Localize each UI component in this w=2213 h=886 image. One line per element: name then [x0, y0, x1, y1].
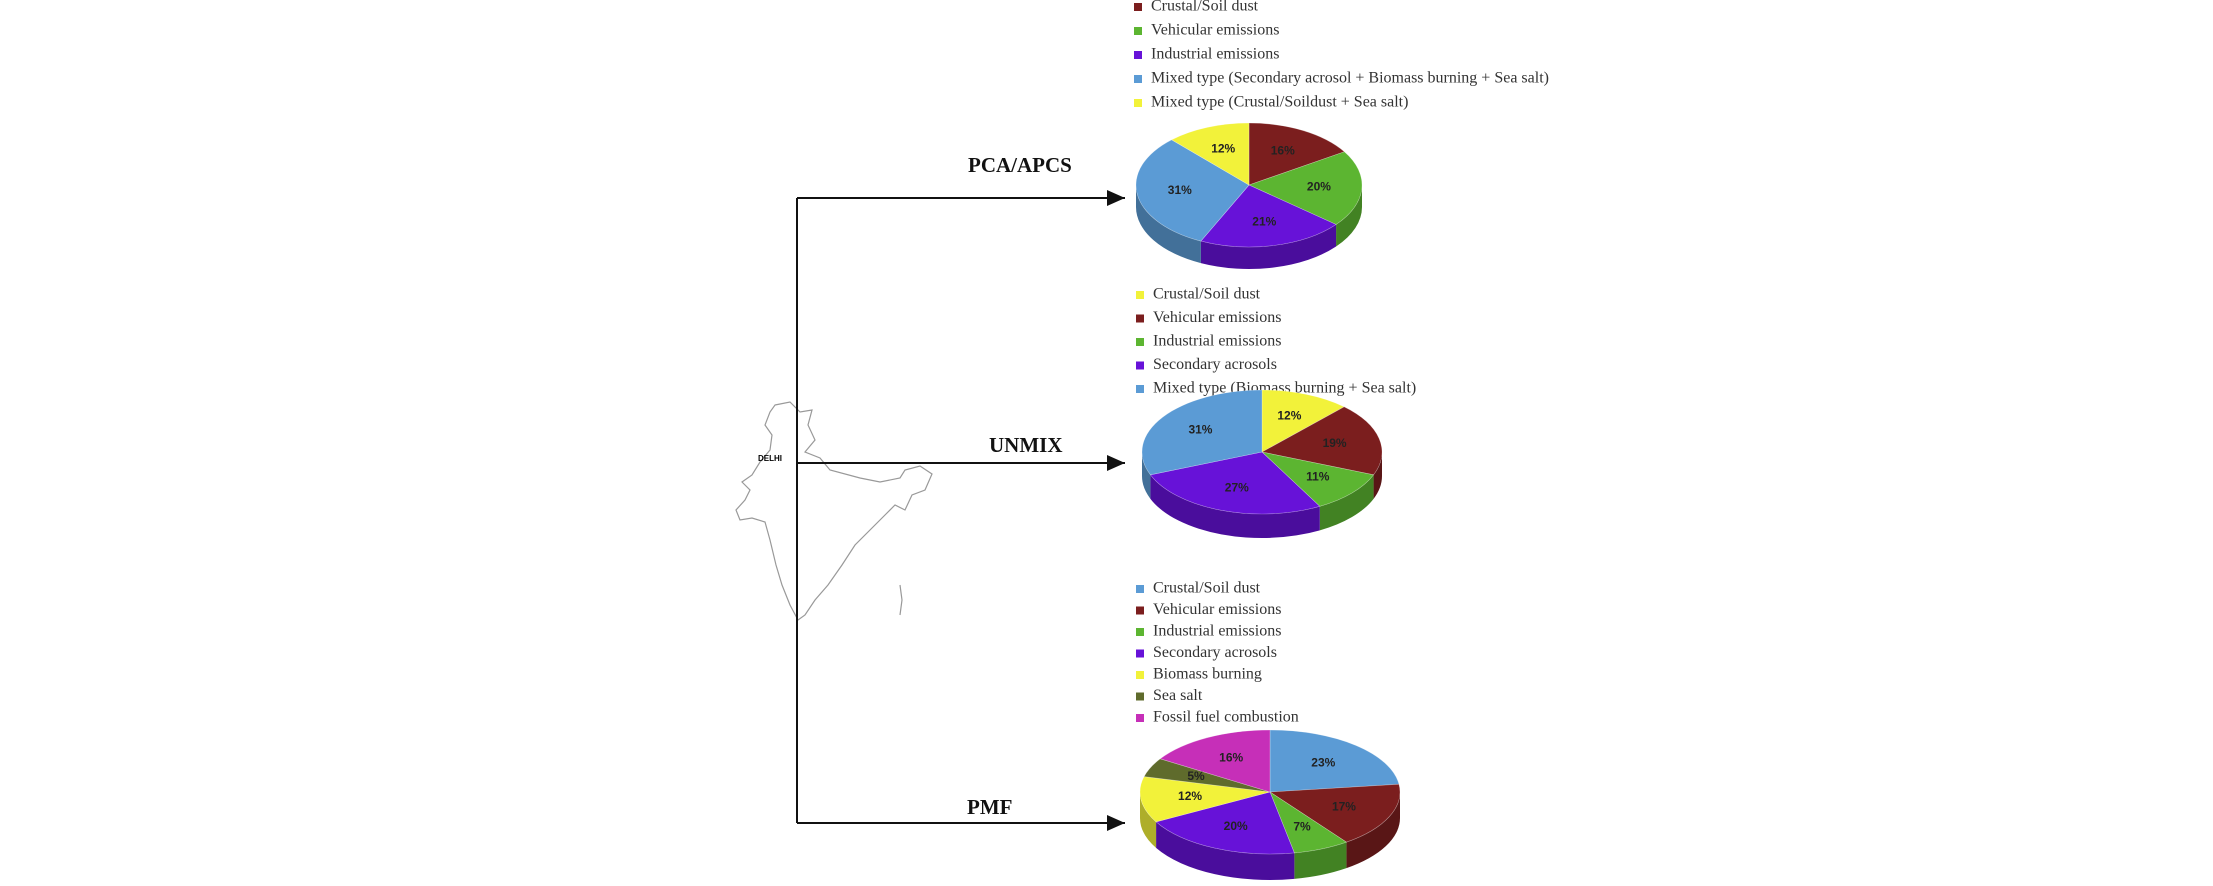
slice — [1261, 406, 1383, 476]
slice-label: 12% — [1211, 141, 1235, 155]
slice — [1149, 451, 1321, 515]
legend-label: Crustal/Soil dust — [1153, 580, 1261, 597]
legend-swatch — [1134, 27, 1142, 35]
legend-swatch — [1136, 361, 1144, 370]
slice-side — [1140, 792, 1157, 848]
legend-swatch — [1134, 51, 1142, 59]
slice — [1139, 776, 1271, 823]
india-map — [735, 401, 933, 621]
slice-label: 12% — [1178, 789, 1202, 803]
slice-label: 27% — [1225, 480, 1249, 494]
legend-label: Industrial emissions — [1151, 46, 1279, 63]
slice-label: 16% — [1271, 143, 1295, 157]
slice-side — [1294, 842, 1347, 879]
map-label: DELHI — [758, 454, 782, 463]
legend-label: Vehicular emissions — [1153, 309, 1281, 326]
legend-label: Sea salt — [1153, 687, 1203, 704]
legend-label: Secondary acrosols — [1153, 644, 1277, 661]
legend-label: Crustal/Soil dust — [1153, 286, 1261, 303]
slice — [1141, 389, 1263, 476]
slice-label: 17% — [1332, 799, 1356, 813]
slice — [1143, 758, 1271, 793]
slice-label: 23% — [1311, 755, 1335, 769]
legend-label: Mixed type (Secondary acrosol + Biomass … — [1151, 70, 1549, 87]
legend-label: Secondary acrosols — [1153, 356, 1277, 373]
legend-swatch — [1136, 338, 1144, 346]
legend-swatch — [1136, 649, 1144, 658]
slice-side — [1346, 792, 1400, 869]
legend-swatch — [1136, 314, 1144, 323]
legend-swatch — [1136, 714, 1144, 722]
slice-label: 19% — [1323, 436, 1347, 450]
legend-swatch — [1134, 99, 1142, 107]
slice-side — [1156, 821, 1295, 880]
slice-label: 21% — [1252, 215, 1276, 229]
slice-side — [1142, 452, 1151, 499]
slice-label: 31% — [1168, 183, 1192, 197]
legend-label: Industrial emissions — [1153, 623, 1281, 640]
pie-title: PMF — [967, 795, 1012, 819]
slice — [1269, 729, 1400, 793]
slice — [1261, 389, 1345, 453]
slice-label: 16% — [1219, 750, 1243, 764]
legend-swatch — [1136, 585, 1144, 593]
slice-label: 11% — [1306, 470, 1330, 484]
slice-side — [1136, 185, 1201, 264]
pie-title: UNMIX — [989, 433, 1063, 457]
slice — [1269, 791, 1348, 854]
slice-label: 31% — [1188, 423, 1212, 437]
legend-swatch — [1134, 3, 1142, 11]
slice-label: 20% — [1307, 180, 1331, 194]
slice — [1155, 791, 1295, 855]
legend-swatch — [1136, 628, 1144, 636]
slice — [1159, 729, 1271, 793]
slice — [1248, 122, 1345, 186]
legend-swatch — [1136, 692, 1144, 701]
legend-swatch — [1136, 385, 1144, 393]
slice — [1269, 783, 1401, 843]
slice-side — [1319, 474, 1374, 531]
legend-swatch — [1136, 606, 1144, 615]
slice-label: 20% — [1224, 819, 1248, 833]
slice-label: 7% — [1293, 819, 1311, 833]
slice-side — [1200, 224, 1337, 269]
legend-label: Industrial emissions — [1153, 333, 1281, 350]
connector-lines — [796, 190, 1125, 831]
slice — [1135, 139, 1250, 242]
slice-side — [1336, 185, 1362, 247]
slice-label: 12% — [1277, 408, 1301, 422]
slice-side — [1373, 452, 1382, 499]
slice — [1248, 151, 1363, 225]
legend-swatch — [1136, 671, 1144, 679]
legend-label: Vehicular emissions — [1153, 601, 1281, 618]
slice — [1171, 122, 1250, 186]
legend-swatch — [1134, 75, 1142, 83]
legend-label: Mixed type (Biomass burning + Sea salt) — [1153, 380, 1416, 397]
legend-label: Mixed type (Crustal/Soildust + Sea salt) — [1151, 94, 1408, 111]
slice — [1261, 451, 1375, 507]
legend-label: Vehicular emissions — [1151, 22, 1279, 39]
legend-label: Fossil fuel combustion — [1153, 709, 1299, 726]
legend-swatch — [1136, 291, 1144, 299]
slice — [1200, 184, 1337, 248]
slice-label: 5% — [1187, 769, 1205, 783]
legend-label: Biomass burning — [1153, 666, 1262, 683]
legend-label: Crustal/Soil dust — [1151, 0, 1259, 15]
pie-title: PCA/APCS — [968, 153, 1072, 177]
slice-side — [1150, 474, 1320, 538]
